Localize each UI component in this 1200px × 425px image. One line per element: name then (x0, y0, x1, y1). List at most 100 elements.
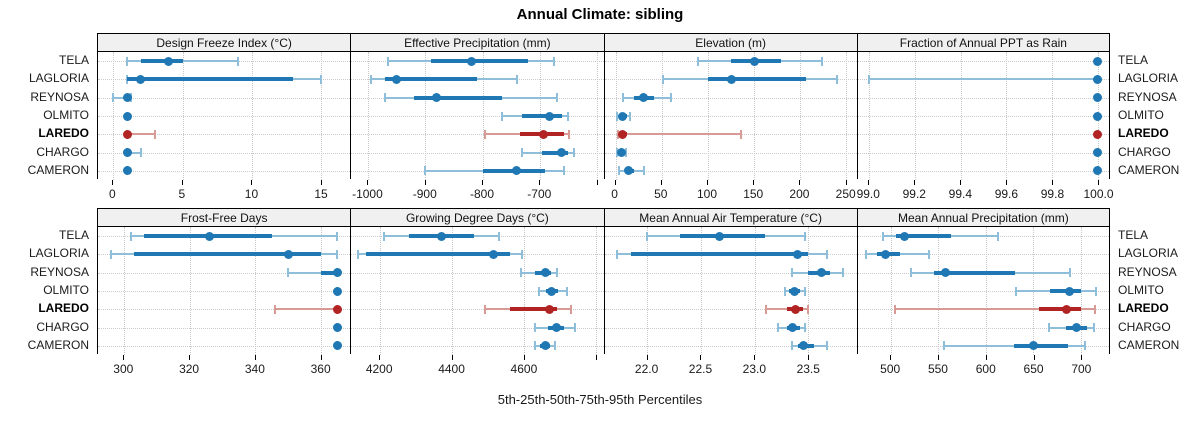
strip-mean-annual-precipitation-mm: Mean Annual Precipitation (mm) (857, 209, 1109, 227)
whisker-cap (521, 148, 524, 158)
median-dot-laredo (332, 304, 342, 314)
gridline-horizontal (857, 170, 1109, 172)
whisker-cap (1015, 286, 1018, 296)
whisker-cap (804, 323, 807, 333)
median-dot-reynosa (816, 268, 826, 278)
axis-tick-label: 700 (1071, 362, 1092, 376)
gridline-horizontal (351, 134, 604, 136)
median-dot-lagloria (880, 249, 890, 259)
chart-title: Annual Climate: sibling (516, 6, 684, 23)
row-label-chargo: CHARGO (1118, 319, 1171, 334)
plot-area (98, 227, 351, 355)
whisker-cap (568, 129, 571, 139)
strip-title: Mean Annual Precipitation (mm) (898, 210, 1069, 225)
whisker-cap (1084, 341, 1087, 351)
panel-fraction-of-annual-ppt-as-rain: Fraction of Annual PPT as Rain (856, 33, 1110, 180)
median-dot-chargo (552, 323, 562, 333)
strip-fraction-of-annual-ppt-as-rain: Fraction of Annual PPT as Rain (857, 34, 1109, 52)
axis-tick-mark (985, 355, 987, 360)
median-dot-olmito (122, 111, 132, 121)
whisker-cap (537, 286, 540, 296)
row-label-laredo: LAREDO (1118, 126, 1169, 141)
axis-tick-label: 99.8 (1040, 187, 1065, 201)
whisker-cap (382, 231, 385, 241)
row-label-cameron: CAMERON (1118, 337, 1180, 352)
median-dot-chargo (787, 323, 797, 333)
axis-tick-mark (424, 180, 426, 185)
whisker-25-75 (933, 270, 1016, 275)
whisker-cap (1093, 304, 1096, 314)
whisker-cap (825, 249, 828, 259)
whisker-cap (662, 74, 665, 84)
median-dot-cameron (541, 341, 551, 351)
row-labels-left: TELA LAGLORIA REYNOSA OLMITO LAREDO CHARGO CAM… (0, 51, 97, 179)
row-label-olmito: OLMITO (43, 107, 89, 122)
gridline-horizontal (98, 116, 351, 117)
axis-tick-mark (451, 355, 453, 360)
whisker-cap (739, 129, 742, 139)
axis-tick-label: 0 (611, 187, 618, 201)
plot-area (604, 227, 857, 355)
axis-tick-mark (890, 355, 892, 360)
whisker-5-95 (765, 308, 809, 311)
x-axis-mean-annual-precipitation-mm: 500 550 600 650 700 (857, 355, 1110, 381)
x-axis-frost-free-days: 300 320 340 360 (97, 355, 350, 381)
gridline-horizontal (351, 116, 604, 117)
median-dot-cameron (512, 166, 522, 176)
whisker-25-75 (895, 234, 951, 239)
gridline-horizontal (604, 327, 857, 329)
gridline-horizontal (857, 61, 1109, 63)
median-dot-tela (750, 56, 760, 66)
whisker-cap (336, 231, 339, 241)
plot-area (857, 227, 1109, 355)
whisker-cap (126, 56, 129, 66)
median-dot-cameron (1093, 166, 1103, 176)
median-dot-lagloria (1093, 74, 1103, 84)
gridline-horizontal (98, 327, 351, 329)
whisker-25-75 (631, 252, 809, 257)
median-dot-lagloria (136, 74, 146, 84)
whisker-cap (943, 341, 946, 351)
whisker-cap (777, 323, 780, 333)
gridline-horizontal (604, 97, 857, 99)
median-dot-chargo (556, 148, 566, 158)
gridline-horizontal (604, 152, 857, 154)
axis-tick-label: 22.0 (634, 362, 659, 376)
row-label-tela: TELA (1118, 53, 1149, 68)
row-label-lagloria: LAGLORIA (28, 71, 89, 86)
whisker-25-75 (542, 150, 569, 155)
whisker-cap (484, 129, 487, 139)
whisker-5-95 (127, 60, 238, 63)
whisker-25-75 (127, 77, 294, 82)
whisker-cap (573, 323, 576, 333)
row-labels-left: TELA LAGLORIA REYNOSA OLMITO LAREDO CHARGO CAM… (0, 226, 97, 354)
strip-design-freeze-index-c: Design Freeze Index (°C) (98, 34, 351, 52)
row-label-cameron: CAMERON (27, 337, 89, 352)
whisker-cap (927, 249, 930, 259)
median-dot-cameron (1028, 341, 1038, 351)
median-dot-lagloria (727, 74, 737, 84)
median-dot-tela (714, 231, 724, 241)
axis-tick-label: -1000 (352, 187, 383, 201)
gridline-horizontal (604, 345, 857, 347)
median-dot-reynosa (541, 268, 551, 278)
whisker-cap (618, 166, 621, 176)
whisker-cap (1094, 286, 1097, 296)
row-label-olmito: OLMITO (43, 282, 89, 297)
axis-tick-mark (707, 180, 709, 185)
median-dot-olmito (789, 286, 799, 296)
whisker-cap (387, 56, 390, 66)
gridline-horizontal (604, 291, 857, 292)
axis-tick-label: 0 (108, 187, 116, 201)
axis-tick-label: 22.5 (688, 362, 713, 376)
strip-title: Elevation (m) (695, 35, 766, 50)
axis-tick-label: 23.0 (742, 362, 767, 376)
whisker-cap (841, 268, 844, 278)
strip-title: Frost-Free Days (180, 210, 268, 225)
whisker-25-75 (140, 59, 183, 64)
row-label-chargo: CHARGO (36, 144, 89, 159)
median-dot-olmito (618, 111, 628, 121)
gridline-horizontal (857, 254, 1109, 256)
row-label-chargo: CHARGO (1118, 144, 1171, 159)
median-dot-reynosa (638, 93, 648, 103)
